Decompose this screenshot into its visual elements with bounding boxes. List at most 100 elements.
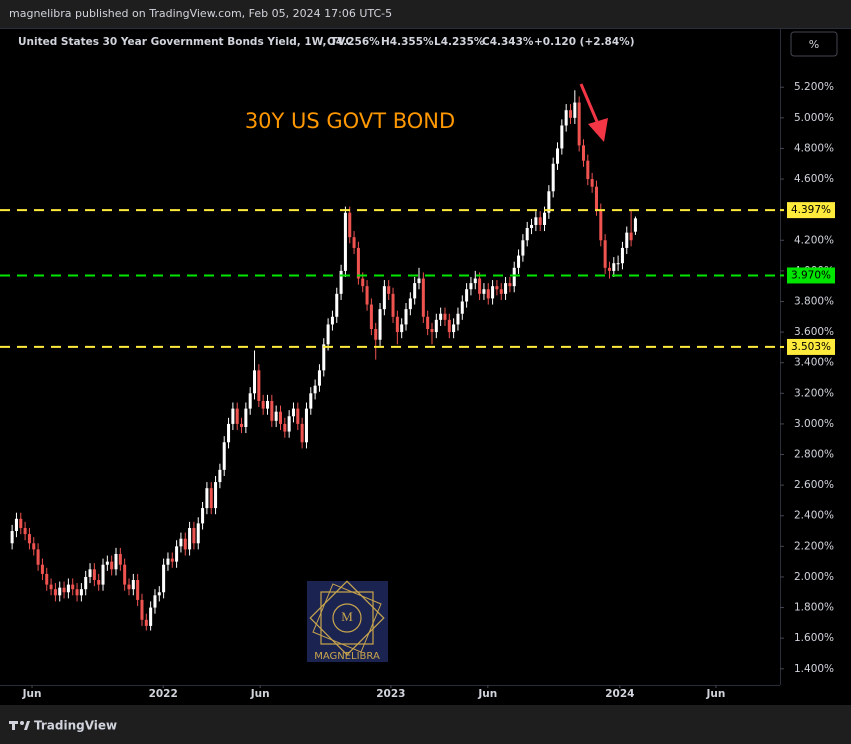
x-tick-label: Jun — [250, 688, 270, 700]
candle-body — [603, 240, 607, 268]
candle-body — [486, 289, 490, 299]
level-label: 3.970% — [791, 269, 831, 281]
y-tick-label: 2.600% — [794, 479, 834, 491]
y-tick-label: 4.200% — [794, 234, 834, 246]
candle-body — [564, 110, 568, 126]
candle-body — [105, 561, 109, 565]
candle-body — [248, 393, 252, 409]
candle-body — [127, 584, 131, 590]
candle-body — [136, 580, 140, 600]
watermark: MAGNELIBRA — [314, 651, 380, 662]
level-label-box — [787, 202, 835, 219]
candle-body — [214, 482, 218, 509]
candle-body — [10, 531, 14, 544]
candle-body — [478, 278, 482, 294]
legend-open: O4.256% — [327, 36, 380, 48]
candle-body — [547, 191, 551, 213]
candle-body — [58, 587, 62, 596]
candle-body — [378, 309, 382, 340]
candle-body — [162, 564, 166, 593]
candle-body — [465, 289, 469, 302]
legend: United States 30 Year Government Bonds Y… — [18, 36, 635, 48]
candle-body — [629, 232, 633, 241]
candle-body — [538, 217, 542, 225]
candle-body — [265, 400, 270, 409]
candle-body — [586, 160, 590, 180]
x-tick-label: Jun — [477, 688, 497, 700]
level-label: 3.503% — [791, 341, 831, 353]
candle-body — [84, 576, 88, 590]
candle-body — [304, 408, 308, 443]
candle-body — [439, 313, 443, 320]
candle-body — [581, 145, 585, 161]
candle-body — [573, 102, 577, 118]
candle-body — [227, 423, 231, 443]
x-tick-label: 2023 — [376, 688, 405, 700]
candle-body — [633, 218, 637, 232]
candle-body — [170, 558, 174, 562]
y-tick-label: 3.600% — [794, 326, 834, 338]
y-tick-label: 3.200% — [794, 387, 834, 399]
candle-body — [391, 293, 395, 317]
candle-body — [382, 286, 386, 310]
scale-button-label[interactable]: % — [809, 38, 819, 51]
y-tick-label: 4.800% — [794, 142, 834, 154]
candle-body — [261, 400, 265, 409]
candle-body — [287, 416, 291, 432]
candle-body — [23, 527, 27, 535]
candle-body — [123, 564, 127, 585]
candle-body — [192, 527, 196, 544]
candle-body — [456, 313, 460, 325]
candle-body — [188, 527, 192, 550]
candle-body — [322, 344, 326, 371]
candle-body — [555, 148, 560, 164]
candle-body — [313, 385, 317, 394]
candle-body — [49, 584, 53, 590]
candle-body — [482, 289, 486, 294]
y-tick-label: 3.400% — [794, 357, 834, 369]
candle-body — [512, 267, 516, 287]
candle-body — [183, 538, 187, 550]
candle-body — [309, 393, 313, 409]
candle-body — [291, 408, 295, 417]
candle-body — [205, 488, 209, 509]
candle-body — [40, 564, 44, 574]
candle-body — [257, 370, 261, 401]
candle-body — [218, 469, 222, 483]
candle-body — [530, 224, 534, 229]
watermark-logo: M MAGNELIBRA — [307, 580, 388, 662]
candle-body — [317, 370, 321, 386]
header-bar — [0, 0, 851, 28]
candle-body — [361, 278, 365, 287]
x-tick-label: Jun — [22, 688, 42, 700]
y-tick-label: 2.400% — [794, 510, 834, 522]
footer-bar — [0, 705, 851, 744]
candle-body — [45, 573, 49, 585]
y-tick-label: 3.000% — [794, 418, 834, 430]
candle-body — [339, 270, 343, 294]
candle-body — [594, 186, 598, 210]
candle-body — [590, 179, 594, 187]
candle-body — [521, 240, 525, 256]
candle-body — [157, 592, 161, 596]
candle-body — [101, 564, 105, 585]
candle-body — [473, 278, 477, 284]
candle-body — [620, 247, 624, 264]
candle-body — [88, 569, 92, 577]
candle-body — [616, 263, 620, 265]
candle-body — [274, 411, 278, 421]
candle-body — [417, 278, 421, 284]
candle-body — [270, 400, 274, 421]
candle-body — [413, 283, 417, 299]
candle-body — [19, 518, 23, 528]
candle-body — [408, 298, 412, 310]
candle-body — [387, 286, 391, 294]
footer-logo — [9, 721, 30, 730]
candle-body — [283, 423, 287, 432]
candle-body — [140, 599, 144, 620]
candle-body — [36, 549, 40, 565]
candle-body — [374, 329, 378, 340]
candle-body — [517, 255, 521, 268]
scale-button[interactable] — [790, 31, 838, 57]
